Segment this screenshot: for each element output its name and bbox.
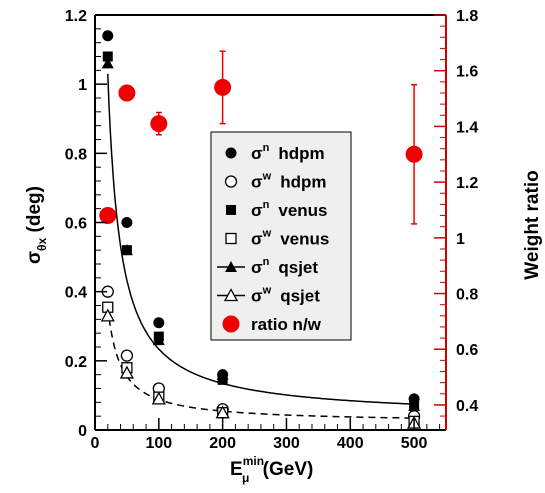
data-point-series-6 [214,78,232,96]
data-point-series-0 [153,317,165,329]
y-left-tick-label: 0.8 [65,146,87,163]
y-right-tick-label: 1 [456,231,465,248]
x-axis-title: Emin μ (GeV) [230,454,313,485]
y-axis-right: 0.4 0.6 0.8 1 1.2 1.4 1.6 1.8 [434,8,478,417]
legend-marker [225,147,237,159]
y-right-tick-label: 0.4 [456,398,478,415]
data-point-series-4 [101,57,114,69]
legend-label: σw qsjet [251,285,320,306]
x-tick-label: 0 [91,435,100,452]
legend-marker [224,175,238,188]
legend-label: σn hdpm [251,142,325,163]
data-point-series-4 [408,399,421,411]
legend-marker [225,261,237,272]
legend-marker [223,288,239,302]
data-point-series-2 [217,374,228,385]
x-tick-label: 100 [145,435,172,452]
legend-label: σn venus [251,199,328,220]
y-right-tick-label: 0.6 [456,342,478,359]
data-point-series-6 [150,115,168,133]
y-left-tick-label: 0.4 [65,285,87,302]
legend: σn hdpm σw hdpm σn venus σw venus σn qsjet σw qsjet… [210,131,352,341]
x-tick-label: 200 [209,435,236,452]
legend-marker [226,205,236,215]
data-point-series-0 [102,30,114,42]
y-left-tick-label: 0.2 [65,354,87,371]
data-point-series-5 [100,308,115,322]
y-right-tick-label: 1.4 [456,119,478,136]
data-point-series-6 [99,207,117,225]
data-point-series-5 [215,405,230,419]
x-axis: 0 100 200 300 400 500 [91,418,441,452]
data-point-series-6 [405,145,423,163]
y-left-tick-label: 0 [78,423,87,440]
y-axis-left: 0 0.2 0.4 0.6 0.8 1 1.2 [65,8,107,440]
y-right-tick-label: 1.8 [456,8,478,25]
legend-label: σn qsjet [251,256,318,277]
y-left-axis-title: σθx (deg) [24,186,49,264]
legend-label: ratio n/w [251,315,322,334]
data-point-series-6 [118,84,136,102]
data-point-series-4 [216,368,229,380]
x-tick-label: 300 [273,435,300,452]
data-point-series-5 [119,365,135,379]
data-point-series-4 [120,244,133,256]
data-point-series-4 [152,334,165,346]
data-point-series-2 [102,51,113,62]
data-point-series-5 [151,391,166,405]
legend-label: σw venus [251,228,329,249]
legend-marker [222,315,240,333]
legend-marker [225,232,237,245]
y-right-tick-label: 1.6 [456,64,478,81]
data-point-series-1 [120,349,134,362]
y-left-tick-label: 1 [78,77,87,94]
data-point-series-0 [121,217,133,228]
x-tick-label: 500 [401,435,428,452]
y-right-axis-title: Weight ratio [522,170,543,279]
fit-curve-solid [107,73,415,405]
y-left-tick-label: 1.2 [65,8,87,25]
x-tick-label: 400 [337,435,364,452]
y-right-tick-label: 0.8 [456,287,478,304]
y-right-tick-label: 1.2 [456,175,478,192]
y-left-tick-label: 0.6 [65,216,87,233]
legend-label: σw hdpm [251,171,326,192]
